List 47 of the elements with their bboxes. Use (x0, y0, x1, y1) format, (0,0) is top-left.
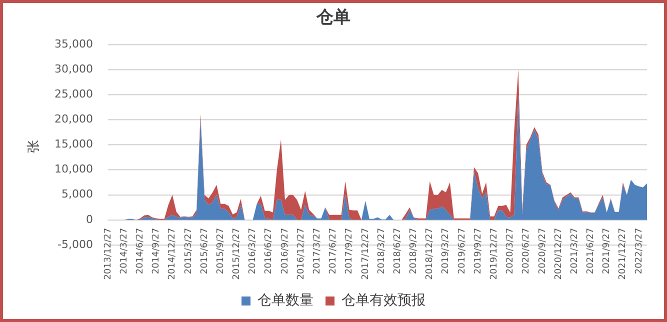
x-tick-label: 2015/9/27 (216, 228, 226, 274)
x-tick-label: 2018/3/27 (376, 228, 387, 274)
y-tick-label: 0 (86, 212, 93, 226)
x-tick-label: 2022/3/27 (634, 228, 644, 274)
legend-label: 仓单数量 (258, 292, 314, 309)
x-tick-label: 2021/3/27 (570, 228, 580, 274)
x-tick-label: 2019/6/27 (457, 228, 468, 274)
x-tick-label: 2014/12/27 (168, 228, 178, 280)
y-tick-label: 30,000 (54, 62, 93, 76)
x-tick-label: 2015/3/27 (184, 228, 194, 274)
x-tick-label: 2015/12/27 (232, 228, 242, 280)
x-tick-label: 2014/9/27 (152, 228, 162, 274)
legend-label: 仓单有效预报 (342, 292, 426, 309)
x-tick-label: 2018/12/27 (425, 228, 436, 280)
x-tick-label: 2020/6/27 (522, 228, 532, 274)
y-tick-label: 10,000 (54, 162, 93, 176)
y-tick-label: 20,000 (54, 112, 93, 126)
x-tick-label: 2019/9/27 (473, 228, 484, 274)
y-axis-title: 张 (26, 140, 42, 154)
x-tick-label: 2019/3/27 (441, 228, 452, 274)
x-tick-label: 2014/6/27 (136, 228, 146, 274)
x-tick-label: 2018/6/27 (392, 228, 403, 274)
x-tick-label: 2021/12/27 (618, 228, 628, 280)
y-tick-label: 15,000 (54, 138, 93, 151)
x-tick-label: 2017/9/27 (344, 228, 355, 274)
x-tick-label: 2020/12/27 (554, 228, 564, 280)
x-tick-label: 2020/9/27 (538, 228, 548, 274)
x-tick-label: 2019/12/27 (489, 228, 500, 280)
x-tick-label: 2016/3/27 (248, 228, 258, 274)
x-tick-label: 2021/6/27 (586, 228, 596, 274)
chart-title: 仓单 (316, 8, 350, 28)
x-tick-label: 2017/6/27 (328, 228, 339, 274)
x-tick-label: 2018/9/27 (409, 228, 420, 274)
x-tick-label: 2015/6/27 (200, 228, 210, 274)
x-tick-label: 2021/9/27 (602, 228, 612, 274)
x-tick-label: 2020/3/27 (506, 228, 516, 274)
x-tick-label: 2016/12/27 (296, 228, 306, 280)
x-tick-label: 2016/9/27 (280, 228, 290, 274)
x-tick-label: 2017/12/27 (360, 228, 371, 280)
y-tick-label: 5,000 (62, 188, 93, 201)
x-tick-label: 2016/6/27 (264, 228, 274, 274)
y-tick-label: -5,000 (58, 238, 93, 251)
y-tick-label: 25,000 (54, 87, 93, 100)
y-tick-label: 35,000 (54, 37, 93, 50)
x-tick-label: 2014/3/27 (119, 228, 130, 274)
x-tick-label: 2017/3/27 (312, 228, 323, 274)
x-tick-label: 2013/12/27 (103, 228, 114, 280)
